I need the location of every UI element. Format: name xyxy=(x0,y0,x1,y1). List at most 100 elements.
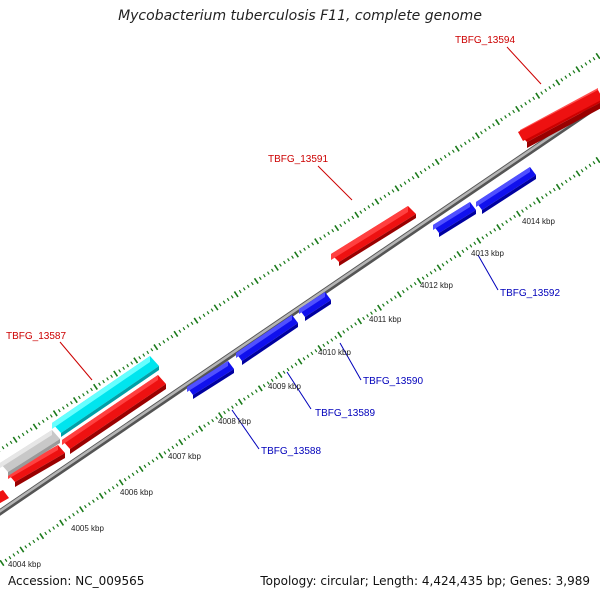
major-tick xyxy=(496,224,502,231)
minor-tick xyxy=(488,125,491,130)
minor-tick xyxy=(266,381,270,385)
minor-tick xyxy=(354,322,357,326)
major-tick xyxy=(374,198,380,205)
major-tick xyxy=(595,156,600,164)
minor-tick xyxy=(206,311,210,315)
label-tbfg-13591: TBFG_13591 xyxy=(268,154,328,165)
minor-tick xyxy=(564,179,568,184)
minor-tick xyxy=(399,184,403,188)
minor-tick xyxy=(86,390,89,394)
gene-labels: TBFG_13594 TBFG_13591 TBFG_13587 TBFG_13… xyxy=(6,35,560,457)
minor-tick xyxy=(327,231,331,236)
gene-red-left[interactable] xyxy=(8,445,65,487)
minor-tick xyxy=(524,101,528,106)
minor-tick xyxy=(246,284,250,288)
major-tick xyxy=(294,251,299,258)
gene-tbfg-13594[interactable] xyxy=(518,88,600,148)
gene-tbfg-13587-highlight[interactable] xyxy=(52,356,159,437)
minor-tick xyxy=(195,429,199,434)
minor-tick xyxy=(473,241,477,245)
gene-tbfg-13589[interactable] xyxy=(236,315,298,365)
minor-tick xyxy=(78,395,81,400)
minor-tick xyxy=(323,234,327,238)
minor-tick xyxy=(28,542,32,546)
label-tbfg-13590: TBFG_13590 xyxy=(363,376,423,387)
minor-tick xyxy=(371,202,375,206)
minor-tick xyxy=(572,70,576,74)
minor-tick xyxy=(203,424,206,428)
minor-tick xyxy=(226,297,230,302)
minor-tick xyxy=(76,510,79,514)
ruler-label: 4013 kbp xyxy=(471,249,504,258)
minor-tick xyxy=(70,401,73,405)
major-tick xyxy=(396,291,402,298)
minor-tick xyxy=(363,207,367,212)
minor-tick xyxy=(409,284,413,288)
minor-tick xyxy=(21,432,25,437)
gene-tbfg-13592-b[interactable] xyxy=(433,202,476,237)
minor-tick xyxy=(150,348,154,352)
major-tick xyxy=(133,357,139,364)
gene-tbfg-13588[interactable] xyxy=(187,361,234,399)
minor-tick xyxy=(44,531,48,536)
minor-tick xyxy=(207,421,210,425)
minor-tick xyxy=(258,276,262,281)
minor-tick xyxy=(48,529,52,533)
minor-tick xyxy=(588,163,592,168)
minor-tick xyxy=(266,271,270,275)
minor-tick xyxy=(310,351,314,356)
label-tbfg-13587: TBFG_13587 xyxy=(6,331,66,342)
gene-red-edge[interactable] xyxy=(0,490,9,506)
minor-tick xyxy=(127,475,131,479)
minor-tick xyxy=(383,194,387,198)
minor-tick xyxy=(429,271,433,275)
major-tick xyxy=(257,385,263,392)
minor-tick xyxy=(246,394,250,399)
gene-tbfg-13590[interactable] xyxy=(299,292,331,321)
minor-tick xyxy=(178,329,182,333)
gene-tbfg-13591[interactable] xyxy=(331,206,416,266)
minor-tick xyxy=(391,189,395,193)
minor-tick xyxy=(326,341,330,345)
minor-tick xyxy=(131,472,135,477)
minor-tick xyxy=(540,91,544,95)
minor-tick xyxy=(339,223,343,228)
ruler-track xyxy=(0,156,600,567)
minor-tick xyxy=(319,236,322,241)
major-tick xyxy=(12,436,18,443)
minor-tick xyxy=(529,203,532,208)
minor-tick xyxy=(433,268,437,272)
minor-tick xyxy=(362,316,365,321)
minor-tick xyxy=(568,72,572,77)
major-tick xyxy=(314,238,320,245)
major-tick xyxy=(394,185,400,192)
label-leaders xyxy=(59,46,542,450)
minor-tick xyxy=(303,247,306,251)
gene-tbfg-13587-red[interactable] xyxy=(62,375,166,454)
minor-tick xyxy=(560,78,564,82)
minor-tick xyxy=(218,303,222,307)
minor-tick xyxy=(386,300,389,305)
minor-tick xyxy=(405,287,409,291)
minor-tick xyxy=(443,154,447,159)
minor-tick xyxy=(568,177,572,181)
minor-tick xyxy=(24,545,28,549)
minor-tick xyxy=(143,464,147,468)
ruler-label: 4009 kbp xyxy=(268,382,301,391)
minor-tick xyxy=(262,273,266,278)
major-tick xyxy=(535,92,541,99)
minor-tick xyxy=(512,109,515,114)
minor-tick xyxy=(350,324,354,329)
minor-tick xyxy=(374,308,377,313)
minor-tick xyxy=(227,408,230,412)
minor-tick xyxy=(198,316,202,320)
accession-text: Accession: NC_009565 xyxy=(8,574,145,588)
minor-tick xyxy=(166,337,170,341)
minor-tick xyxy=(299,250,302,254)
minor-tick xyxy=(447,152,451,156)
minor-tick xyxy=(8,555,12,560)
minor-tick xyxy=(110,374,113,378)
gene-tbfg-13592-a[interactable] xyxy=(476,167,536,214)
minor-tick xyxy=(107,488,111,493)
